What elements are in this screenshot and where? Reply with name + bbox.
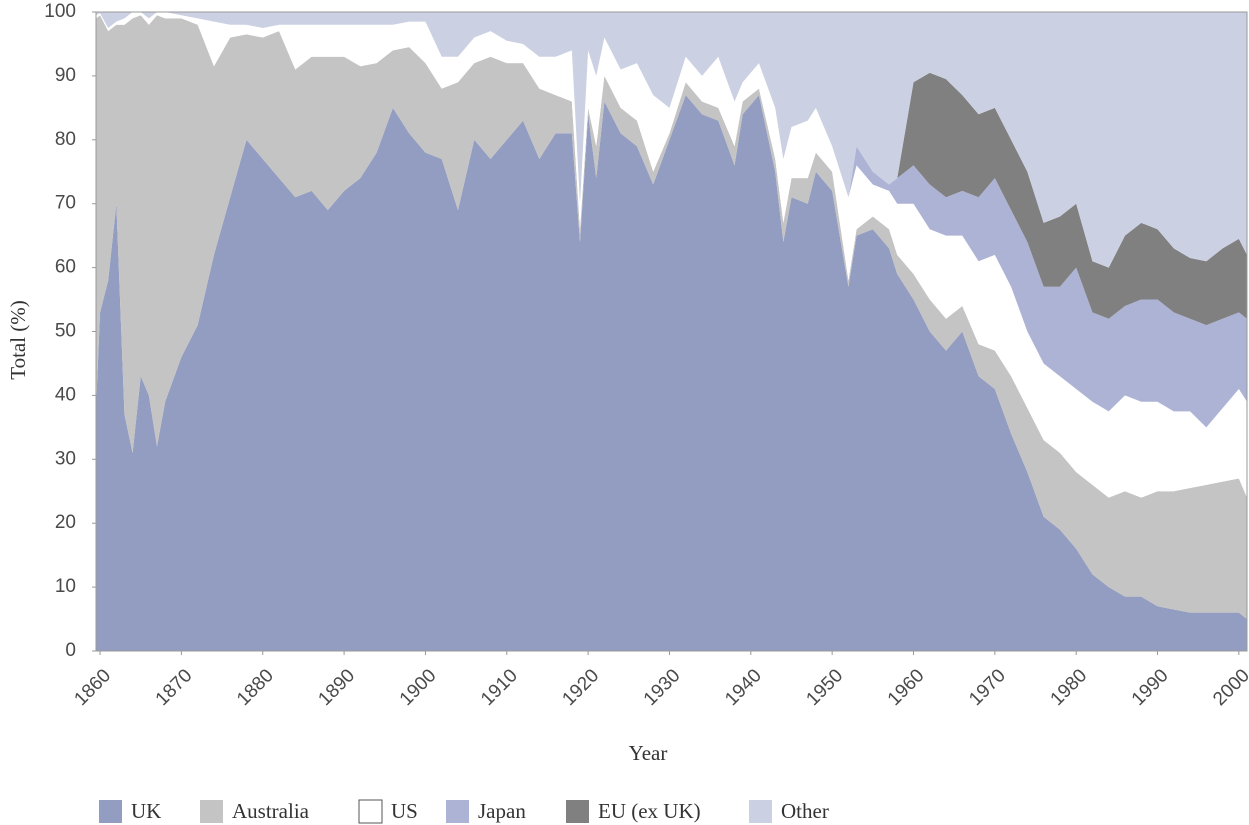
legend-swatch (358, 799, 383, 824)
legend-label: Australia (232, 799, 310, 823)
area (96, 12, 1247, 268)
y-tick-label: 40 (55, 384, 76, 405)
y-tick-label: 60 (55, 257, 76, 278)
area (96, 12, 1247, 498)
area (96, 12, 1247, 428)
x-tick-label: 2000 (1209, 665, 1249, 710)
x-tick-label: 1960 (884, 665, 929, 710)
legend-label: US (391, 799, 418, 823)
x-tick-label: 1950 (802, 665, 847, 710)
y-tick-label: 80 (55, 129, 76, 150)
x-tick-label: 1890 (314, 665, 359, 710)
legend-label: EU (ex UK) (598, 799, 701, 823)
y-tick-label: 90 (55, 65, 76, 86)
legend-swatch (749, 800, 772, 823)
legend-swatch (566, 800, 589, 823)
y-tick-label: 0 (65, 640, 76, 661)
legend-label: UK (131, 799, 161, 823)
x-tick-label: 1870 (152, 665, 197, 710)
x-tick-label: 1900 (396, 665, 441, 710)
legend-label: Japan (478, 799, 526, 823)
x-tick-label: 1910 (477, 665, 522, 710)
plot-area (96, 12, 1247, 651)
legend: UK Australia US Japan EU (ex UK) Other (99, 799, 829, 824)
x-tick-label: 1940 (721, 665, 766, 710)
y-tick-label: 20 (55, 512, 76, 533)
y-tick-label: 50 (55, 321, 76, 342)
x-tick-label: 1990 (1128, 665, 1173, 710)
legend-swatch (446, 800, 469, 823)
y-tick-label: 70 (55, 193, 76, 214)
legend-swatch (200, 800, 223, 823)
y-axis-title: Total (%) (6, 300, 30, 380)
y-tick-label: 100 (44, 1, 76, 22)
x-tick-label: 1970 (965, 665, 1010, 710)
area (96, 15, 1247, 620)
x-tick-label: 1920 (558, 665, 603, 710)
x-tick-label: 1860 (70, 665, 115, 710)
area (96, 12, 1247, 326)
x-axis-title: Year (629, 741, 668, 765)
area (96, 95, 1247, 651)
x-tick-label: 1880 (233, 665, 278, 710)
y-tick-label: 30 (55, 448, 76, 469)
x-tick-label: 1980 (1047, 665, 1092, 710)
x-tick-label: 1930 (640, 665, 685, 710)
legend-label: Other (781, 799, 829, 823)
legend-swatch (99, 800, 122, 823)
y-tick-label: 10 (55, 576, 76, 597)
